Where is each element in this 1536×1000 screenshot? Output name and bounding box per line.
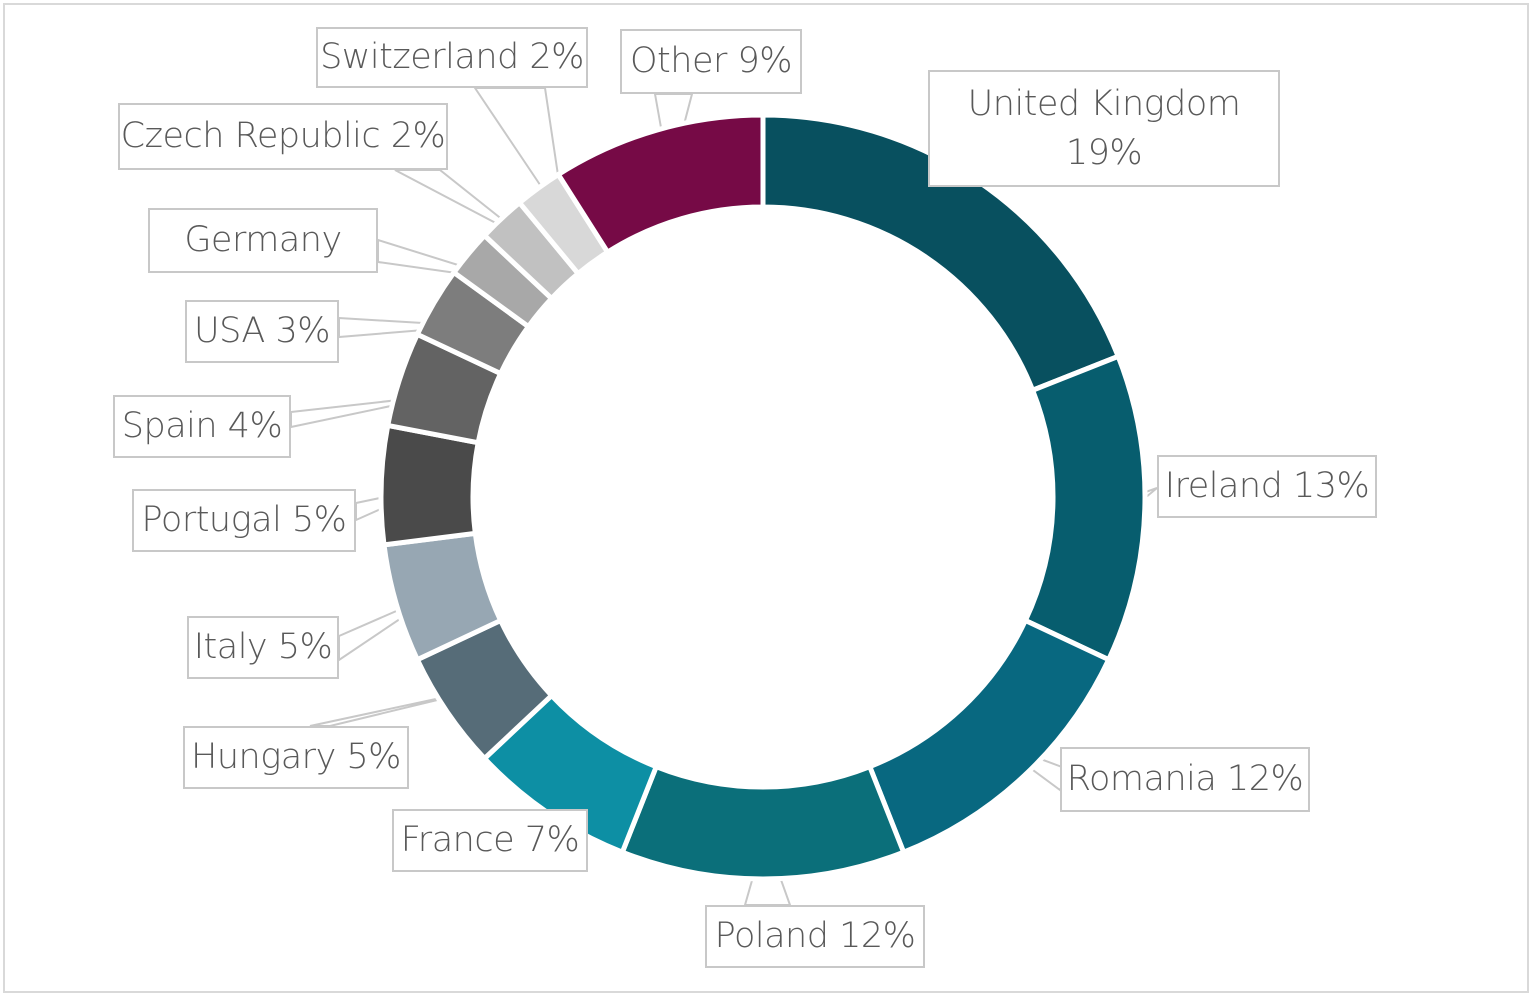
label-switzerland: Switzerland 2%	[316, 27, 588, 88]
label-france-text: France 7%	[400, 820, 580, 860]
label-switzerland-text: Switzerland 2%	[320, 37, 584, 77]
label-other: Other 9%	[620, 29, 802, 94]
label-ireland-text: Ireland 13%	[1164, 466, 1370, 506]
label-hungary-text: Hungary 5%	[191, 737, 401, 777]
label-hungary: Hungary 5%	[183, 726, 409, 789]
slice-other	[554, 112, 766, 256]
label-italy-text: Italy 5%	[193, 627, 333, 667]
donut-slices	[378, 112, 1148, 882]
label-czech-republic-text: Czech Republic 2%	[120, 116, 446, 156]
label-spain-text: Spain 4%	[121, 406, 283, 446]
label-portugal: Portugal 5%	[132, 489, 356, 552]
slice-portugal	[378, 422, 482, 548]
label-usa-text: USA 3%	[193, 311, 331, 351]
label-spain: Spain 4%	[113, 395, 291, 458]
label-poland-text: Poland 12%	[714, 916, 916, 956]
slice-romania	[866, 617, 1112, 856]
label-portugal-text: Portugal 5%	[141, 500, 347, 540]
label-italy: Italy 5%	[187, 616, 339, 679]
label-poland: Poland 12%	[705, 905, 925, 968]
label-usa: USA 3%	[185, 300, 339, 363]
label-ireland: Ireland 13%	[1157, 455, 1377, 518]
label-romania-text: Romania 12%	[1066, 759, 1304, 799]
label-czech-republic: Czech Republic 2%	[118, 103, 448, 170]
slice-poland	[619, 763, 907, 882]
label-united-kingdom: United Kingdom 19%	[928, 70, 1280, 187]
label-romania: Romania 12%	[1060, 747, 1310, 812]
label-other-text: Other 9%	[629, 41, 793, 81]
slice-ireland	[1022, 353, 1148, 663]
label-germany-text: Germany	[184, 220, 342, 260]
label-germany: Germany	[148, 208, 378, 273]
leader-usa	[338, 316, 474, 339]
label-united-kingdom-value: 19%	[1065, 132, 1143, 173]
label-france: France 7%	[392, 809, 588, 872]
label-united-kingdom-name: United Kingdom	[967, 83, 1241, 124]
